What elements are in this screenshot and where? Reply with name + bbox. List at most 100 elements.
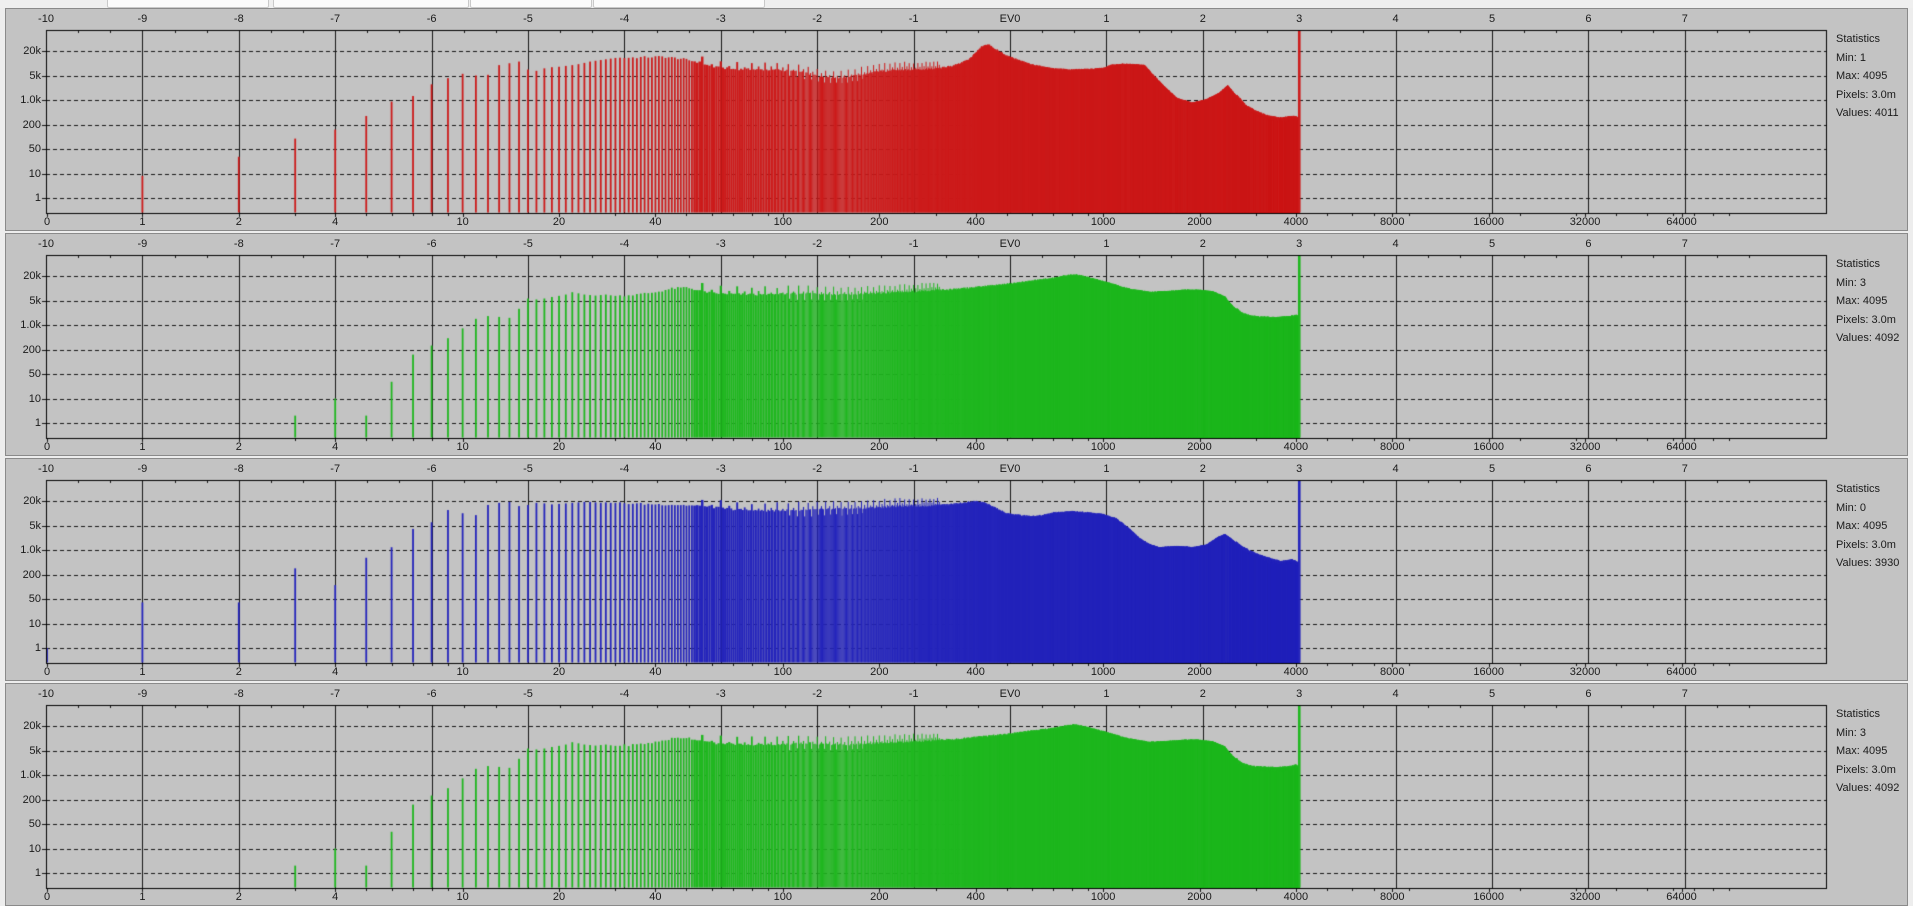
ev-axis-label: -2 [812,463,823,475]
value-axis-label: 200 [870,666,889,678]
ev-axis-label: -9 [137,238,148,250]
ev-axis-label: 4 [1392,13,1399,25]
value-axis-label: 1 [139,666,146,678]
toolbar-control-stub[interactable] [470,0,592,8]
statistics-title: Statistics [1836,708,1881,720]
toolbar-control-stub[interactable] [273,0,469,8]
ev-axis-label: -2 [812,238,823,250]
ev-axis-label: 1 [1103,463,1110,475]
value-axis-label: 4 [332,666,339,678]
histogram-panel-green: Statistics Min: 3 Max: 4095 Pixels: 3.0m… [5,233,1908,456]
ev-axis-label: -10 [38,463,54,475]
ev-axis-label: -7 [330,238,341,250]
ev-axis-label: -3 [715,463,726,475]
histogram-plot-red[interactable] [6,9,1907,230]
ev-axis-label: -9 [137,463,148,475]
value-axis-label: 1 [139,216,146,228]
statistics-values: Values: 3930 [1836,557,1900,569]
count-axis-label: 1 [34,867,41,879]
ev-axis-label: -4 [619,688,630,700]
ev-axis-label: 2 [1199,238,1206,250]
ev-axis-label: -5 [523,238,533,250]
value-axis-label: 20 [552,666,566,678]
ev-axis-label: -1 [908,238,919,250]
ev-axis-label: 1 [1103,13,1110,25]
statistics-values: Values: 4092 [1836,782,1900,794]
ev-axis-label: -4 [619,238,630,250]
ev-axis-label: -1 [908,688,919,700]
value-axis-label: 200 [870,891,889,903]
value-axis-label: 1000 [1090,216,1116,228]
count-axis-label: 5k [29,744,41,757]
count-axis-label: 50 [28,368,41,380]
value-axis-label: 8000 [1380,891,1405,903]
value-axis-label: 100 [773,441,793,453]
value-axis-label: 40 [649,216,662,228]
histogram-panel-blue: Statistics Min: 0 Max: 4095 Pixels: 3.0m… [5,458,1908,681]
ev-axis-label: 6 [1585,13,1592,25]
value-axis-label: 4000 [1283,216,1309,228]
value-axis-label: 10 [456,441,469,453]
count-axis-label: 10 [28,617,41,630]
toolbar-control-stub[interactable] [593,0,765,8]
count-axis-label: 200 [22,118,41,131]
count-axis-label: 1.0k [20,94,41,106]
toolbar-control-stub[interactable] [107,0,269,8]
ev-axis-label: -6 [426,688,437,700]
ev-axis-label: 6 [1585,688,1592,700]
ev-axis-label: -10 [38,688,54,700]
ev-axis-label: 3 [1296,688,1303,700]
value-axis-label: 8000 [1380,216,1405,228]
ev-axis-label: -7 [330,688,341,700]
count-axis-label: 200 [22,793,41,806]
ev-axis-label: -2 [812,688,823,700]
statistics-min: Min: 0 [1836,501,1866,514]
value-axis-label: 64000 [1666,891,1697,903]
count-axis-label: 20k [23,270,41,282]
count-axis-label: 20k [23,45,41,57]
value-axis-label: 400 [966,216,985,228]
statistics-block: Statistics Min: 0 Max: 4095 Pixels: 3.0m… [1836,480,1899,573]
count-axis-label: 20k [23,495,41,507]
value-axis-label: 32000 [1569,666,1601,678]
count-axis-label: 1 [34,417,41,429]
count-axis-label: 50 [28,143,41,155]
histogram-plot-green2[interactable] [6,684,1907,905]
ev-axis-label: -8 [233,463,244,475]
ev-axis-label: -8 [233,13,244,25]
ev-axis-label: 4 [1392,688,1399,700]
count-axis-label: 50 [28,818,41,830]
value-axis-label: 4000 [1283,891,1309,903]
ev-axis-label: 2 [1199,463,1206,475]
count-axis-label: 200 [22,568,41,581]
value-axis-label: 2000 [1187,441,1212,453]
ev-axis-label: -8 [233,238,244,250]
ev-axis-label: -8 [233,688,244,700]
ev-axis-label: -5 [523,463,533,475]
ev-axis-label: -1 [908,463,919,475]
ev-axis-label: EV0 [999,238,1021,250]
count-axis-label: 1.0k [20,544,41,556]
value-axis-label: 64000 [1666,666,1697,678]
count-axis-label: 1.0k [20,319,41,331]
statistics-min: Min: 1 [1836,51,1866,64]
ev-axis-label: -9 [137,688,148,700]
count-axis-label: 5k [29,69,41,82]
value-axis-label: 100 [773,666,793,678]
value-axis-label: 1000 [1090,891,1116,903]
ev-axis-label: 2 [1199,13,1206,25]
value-axis-label: 2000 [1187,216,1212,228]
value-axis-label: 2 [235,891,242,903]
histogram-plot-green[interactable] [6,234,1907,455]
statistics-max: Max: 4095 [1836,745,1888,757]
statistics-pixels: Pixels: 3.0m [1836,763,1896,776]
statistics-title: Statistics [1836,33,1881,45]
value-axis-label: 2000 [1187,891,1212,903]
ev-axis-label: 2 [1199,688,1206,700]
value-axis-label: 16000 [1473,891,1504,903]
ev-axis-label: 7 [1681,238,1688,250]
ev-axis-label: 7 [1681,13,1688,25]
histogram-plot-blue[interactable] [6,459,1907,680]
ev-axis-label: 5 [1488,688,1496,700]
histogram-panel-red: Statistics Min: 1 Max: 4095 Pixels: 3.0m… [5,8,1908,231]
